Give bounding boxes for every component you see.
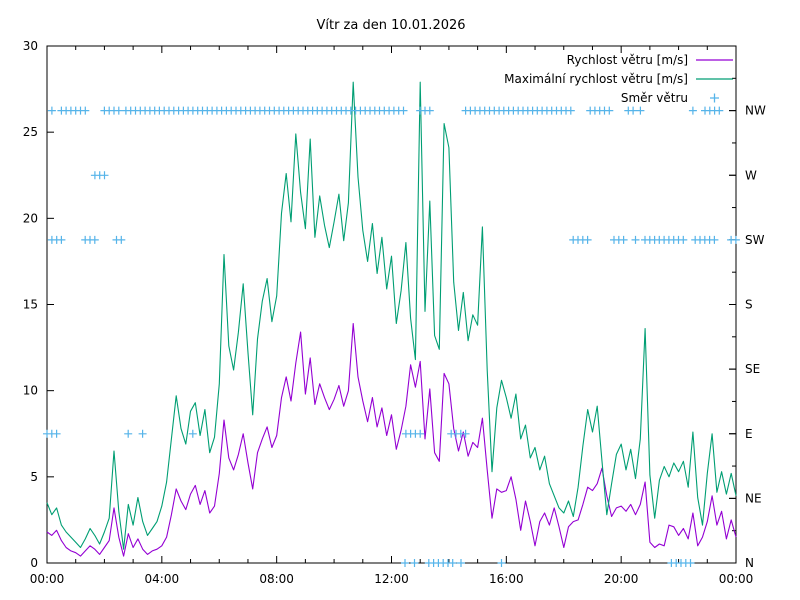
x-tick-label: 16:00 [489,572,524,586]
y2-direction-label: W [745,168,757,182]
chart-title: Vítr za den 10.01.2026 [316,18,465,33]
y-tick-label: 25 [23,125,38,139]
y2-direction-label: SE [745,362,760,376]
series-line [46,81,737,550]
y2-direction-label: N [745,556,754,570]
x-tick-label: 00:00 [719,572,754,586]
legend: Rychlost větru [m/s] Maximální rychlost … [504,53,733,105]
direction-markers [43,106,740,567]
y2-direction-label: E [745,427,753,441]
x-tick-label: 00:00 [30,572,65,586]
y2-direction-label: S [745,298,753,312]
direction-plus-markers-sw [47,235,740,244]
direction-plus-markers-w [90,171,109,180]
legend-label-max-wind-speed: Maximální rychlost větru [m/s] [504,72,688,86]
x-tick-label: 04:00 [145,572,180,586]
wind-direction-plus-icon [710,93,719,103]
y-tick-label: 20 [23,211,38,225]
series-line [46,322,737,557]
y2-direction-label: NE [745,491,762,505]
y-tick-label: 30 [23,39,38,53]
legend-label-wind-direction: Směr větru [621,91,688,105]
legend-label-wind-speed: Rychlost větru [m/s] [567,53,688,67]
y-tick-label: 15 [23,298,38,312]
y2-direction-label: SW [745,233,765,247]
series-lines [46,81,737,557]
direction-plus-markers-n [401,559,695,567]
axes: 00:00 04:00 08:00 12:00 16:00 20:00 00:00 0 5 10 1… [23,39,766,586]
y2-direction-label: NW [745,104,766,118]
x-tick-label: 08:00 [259,572,294,586]
x-tick-label: 20:00 [604,572,639,586]
y-tick-label: 0 [30,556,38,570]
y-tick-label: 10 [23,384,38,398]
direction-plus-markers-nw [47,106,724,115]
x-tick-label: 12:00 [374,572,409,586]
direction-plus-markers-e [43,429,470,438]
y-tick-label: 5 [30,470,38,484]
